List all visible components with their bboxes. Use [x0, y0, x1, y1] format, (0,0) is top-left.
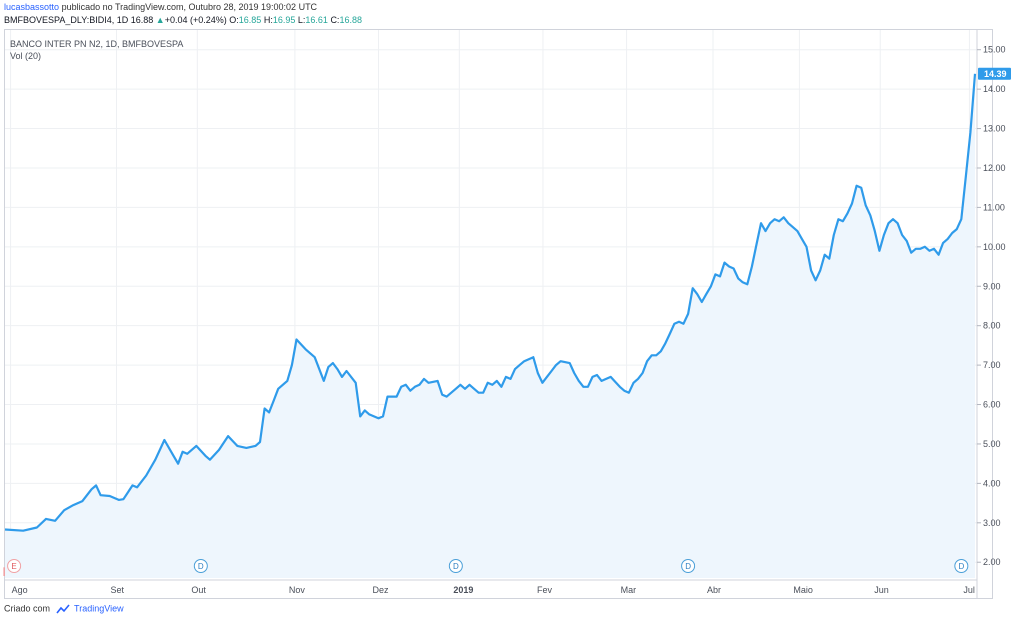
chart-legend: BANCO INTER PN N2, 1D, BMFBOVESPA Vol (2…	[10, 38, 183, 62]
publication-info: lucasbassotto publicado no TradingView.c…	[4, 2, 317, 12]
x-tick-label: Jul	[963, 585, 975, 595]
y-tick-label: 2.00	[983, 557, 1001, 567]
low-value: 16.61	[305, 15, 328, 25]
y-tick-label: 8.00	[983, 321, 1001, 331]
y-tick-label: 7.00	[983, 360, 1001, 370]
x-tick-label: Mar	[621, 585, 637, 595]
close-label: C:	[330, 15, 340, 25]
dividend-marker	[193, 559, 208, 573]
event-marker-label: D	[685, 562, 691, 571]
event-marker-label: D	[958, 562, 964, 571]
price-area	[5, 73, 975, 579]
x-tick-label: Jun	[874, 585, 889, 595]
tradingview-link[interactable]: TradingView	[74, 603, 124, 614]
high-value: 16.95	[272, 15, 296, 25]
last-price: 16.88	[130, 15, 154, 25]
y-tick-label: 12.00	[983, 163, 1006, 173]
dividend-marker	[448, 559, 463, 573]
event-marker-label: E	[11, 562, 16, 571]
ohlc-bar: BMFBOVESPA_DLY:BIDI4, 1D 16.88 ▲+0.04 (+…	[4, 15, 362, 25]
y-tick-label: 9.00	[983, 281, 1001, 291]
chart-frame	[4, 29, 993, 599]
earnings-marker	[7, 559, 22, 573]
open-value: 16.85	[238, 15, 262, 25]
x-tick-label: Nov	[289, 585, 306, 595]
x-tick-label: Abr	[707, 585, 721, 595]
price-line	[4, 73, 977, 532]
y-tick-label: 11.00	[983, 202, 1005, 212]
x-tick-label: Set	[110, 585, 124, 595]
y-tick-label: 3.00	[983, 518, 1001, 528]
low-label: L:	[297, 15, 306, 25]
y-tick-label: 5.00	[983, 439, 1001, 449]
x-tick-label: Ago	[12, 585, 28, 595]
open-label: O:	[229, 15, 239, 25]
y-tick-label: 6.00	[983, 400, 1001, 410]
up-arrow-icon: ▲	[155, 15, 165, 25]
tradingview-logo-icon	[55, 604, 70, 614]
dividend-marker	[681, 559, 696, 573]
price-change: +0.04 (+0.24%)	[164, 15, 227, 25]
x-tick-label: Dez	[373, 585, 390, 595]
created-with-text: Criado com	[4, 603, 51, 614]
symbol-label: BMFBOVESPA_DLY:BIDI4, 1D	[4, 15, 129, 25]
footer: Criado com TradingView	[4, 603, 124, 614]
last-price-label: 14.39	[984, 69, 1007, 79]
y-tick-label: 4.00	[983, 478, 1001, 488]
x-tick-label: Out	[191, 585, 206, 595]
close-value: 16.88	[339, 15, 362, 25]
legend-title: BANCO INTER PN N2, 1D, BMFBOVESPA	[10, 39, 184, 49]
y-tick-label: 14.00	[983, 84, 1006, 94]
y-tick-label: 13.00	[983, 124, 1006, 134]
author-link[interactable]: lucasbassotto	[4, 2, 60, 12]
x-tick-label: 2019	[453, 585, 473, 595]
legend-volume: Vol (20)	[10, 51, 42, 61]
event-marker-label: D	[453, 562, 459, 571]
y-tick-label: 10.00	[983, 242, 1006, 252]
published-text: publicado no TradingView.com, Outubro 28…	[61, 2, 318, 12]
x-tick-label: Fev	[537, 585, 553, 595]
y-tick-label: 15.00	[983, 45, 1006, 55]
last-price-badge	[978, 67, 1011, 80]
event-marker-label: D	[198, 562, 204, 571]
x-tick-label: Maio	[793, 585, 813, 595]
high-label: H:	[263, 15, 273, 25]
dividend-marker	[954, 559, 969, 573]
